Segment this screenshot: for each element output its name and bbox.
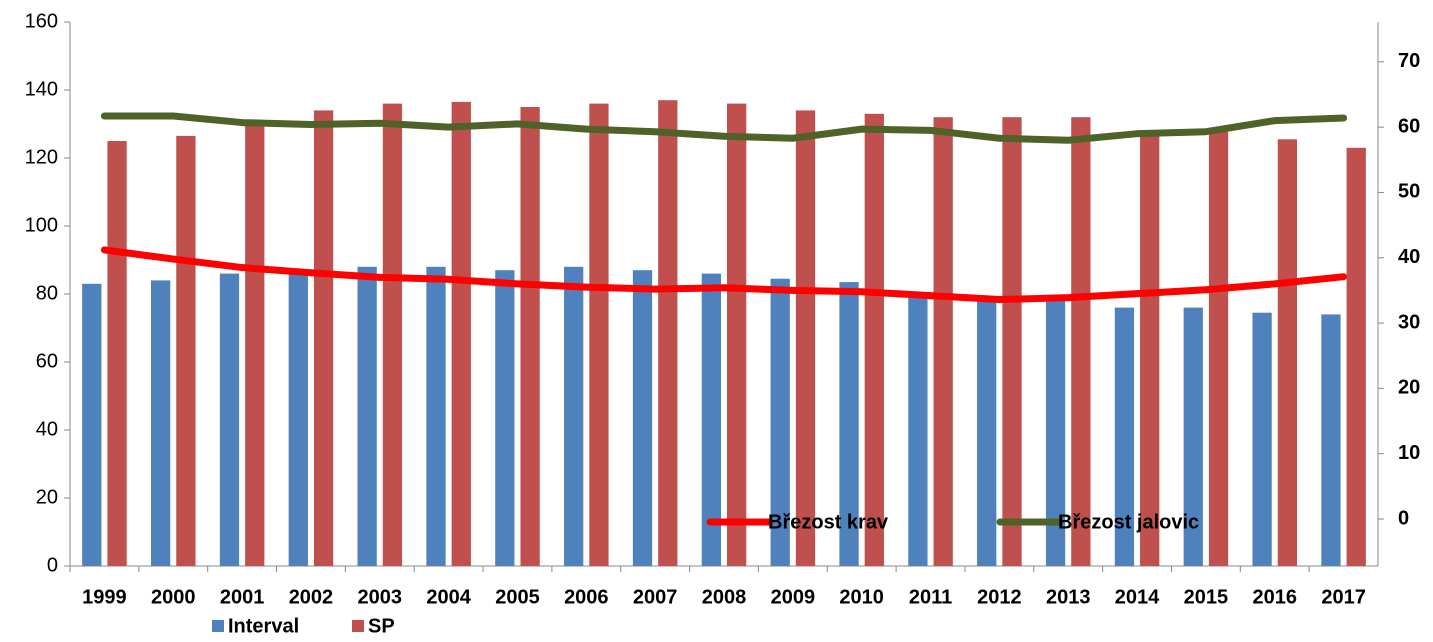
bar <box>658 100 678 566</box>
bar <box>1346 147 1366 567</box>
bar <box>908 294 928 566</box>
bar <box>451 101 471 567</box>
bar <box>770 278 790 566</box>
bar <box>245 124 265 566</box>
x-tick-label: 2014 <box>1115 586 1160 608</box>
x-tick-label: 2000 <box>151 586 196 608</box>
bar <box>1002 117 1022 566</box>
bar <box>520 107 540 566</box>
bar <box>313 110 334 567</box>
y-tick-label: 60 <box>36 350 58 372</box>
x-tick-label: 2016 <box>1252 586 1297 608</box>
legend-swatch <box>352 620 364 632</box>
x-tick-label: 2004 <box>426 586 471 608</box>
y-tick-label: 0 <box>47 554 58 576</box>
x-tick-label: 2001 <box>220 586 265 608</box>
x-tick-label: 2002 <box>289 586 334 608</box>
bar <box>219 273 240 566</box>
bar <box>795 110 816 567</box>
bar <box>357 266 377 566</box>
x-tick-label: 2017 <box>1321 586 1366 608</box>
legend-label: Březost jalovic <box>1058 511 1199 533</box>
x-tick-label: 2005 <box>495 586 540 608</box>
y2-tick-label: 60 <box>1398 115 1420 137</box>
bar <box>426 266 446 566</box>
bar <box>1140 130 1160 567</box>
bar <box>701 273 721 566</box>
legend-label: Interval <box>228 615 299 637</box>
y2-tick-label: 50 <box>1398 181 1420 203</box>
x-tick-label: 1999 <box>82 586 127 608</box>
bar <box>977 297 997 566</box>
legend-label: SP <box>368 615 395 637</box>
bar <box>176 135 196 566</box>
x-tick-label: 2010 <box>839 586 884 608</box>
bar <box>107 141 127 566</box>
y-tick-label: 40 <box>36 418 58 440</box>
x-tick-label: 2008 <box>702 586 747 608</box>
bar <box>564 266 584 566</box>
bar <box>1114 307 1135 566</box>
x-tick-label: 2006 <box>564 586 609 608</box>
bar <box>864 113 884 567</box>
bar <box>632 270 653 566</box>
bar <box>495 270 515 566</box>
bar <box>1277 139 1298 567</box>
bar <box>1252 312 1272 566</box>
bar <box>1045 297 1066 566</box>
y2-tick-label: 0 <box>1398 507 1409 529</box>
line <box>100 112 1348 144</box>
x-tick-label: 2015 <box>1184 586 1229 608</box>
x-tick-label: 2007 <box>633 586 678 608</box>
bar <box>1071 117 1091 566</box>
bar <box>1321 314 1341 566</box>
bar <box>150 280 171 566</box>
legend-label: Březost krav <box>768 511 889 533</box>
bar <box>839 282 859 566</box>
bar <box>727 103 747 566</box>
y2-tick-label: 10 <box>1398 442 1420 464</box>
x-tick-label: 2011 <box>909 586 952 608</box>
y-tick-label: 100 <box>25 214 58 236</box>
y2-tick-label: 40 <box>1398 246 1420 268</box>
bar <box>288 273 308 566</box>
y2-tick-label: 30 <box>1398 311 1420 333</box>
x-tick-label: 2009 <box>771 586 816 608</box>
bar <box>933 117 953 566</box>
y-tick-label: 140 <box>25 78 58 100</box>
y-tick-label: 120 <box>25 146 58 168</box>
y-tick-label: 160 <box>25 10 58 32</box>
y2-tick-label: 20 <box>1398 377 1420 399</box>
bar <box>1208 130 1229 567</box>
y-tick-label: 80 <box>36 282 58 304</box>
x-tick-label: 2003 <box>358 586 403 608</box>
bar <box>589 103 609 566</box>
x-tick-label: 2012 <box>977 586 1022 608</box>
legend-swatch <box>212 620 224 632</box>
bar <box>382 103 403 566</box>
y2-tick-label: 70 <box>1398 50 1420 72</box>
bar <box>1183 307 1203 566</box>
y-tick-label: 20 <box>36 486 58 508</box>
bar <box>82 283 102 566</box>
x-tick-label: 2013 <box>1046 586 1091 608</box>
line <box>100 246 1348 304</box>
